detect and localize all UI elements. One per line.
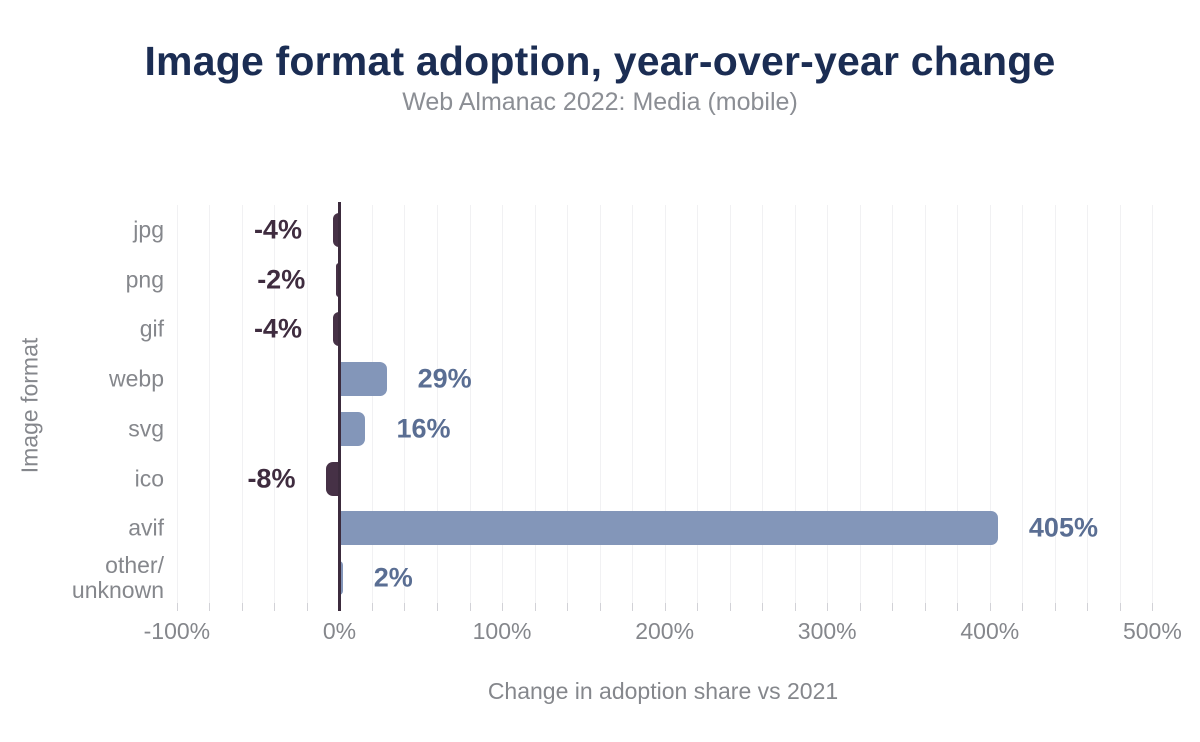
axis-tick <box>1119 603 1121 611</box>
axis-tick <box>664 603 666 611</box>
axis-tick <box>924 603 926 611</box>
value-label-webp: 29% <box>417 363 472 394</box>
axis-tick <box>437 603 438 611</box>
axis-tick <box>469 603 471 611</box>
x-tick-label: -100% <box>143 618 211 644</box>
value-label-avif: 405% <box>1028 512 1098 543</box>
gridline <box>1054 205 1056 603</box>
axis-tick <box>794 603 796 611</box>
category-label-ico: ico <box>134 465 164 492</box>
axis-tick <box>404 603 406 611</box>
axis-tick <box>762 603 764 611</box>
gridline <box>502 205 504 603</box>
axis-tick <box>306 603 308 611</box>
zero-axis-line <box>338 202 342 611</box>
gridline <box>632 205 634 603</box>
category-label-jpg: jpg <box>133 216 164 243</box>
x-tick-label: 0% <box>322 618 357 644</box>
axis-tick <box>502 603 504 611</box>
gridline <box>794 205 796 603</box>
bar-avif <box>339 511 998 546</box>
value-label-ico: -8% <box>247 463 296 494</box>
axis-tick <box>1087 603 1089 611</box>
axis-tick <box>827 603 829 611</box>
axis-tick <box>989 603 991 611</box>
axis-tick <box>729 603 731 611</box>
bar-webp <box>339 362 387 397</box>
bar-gif <box>332 312 340 347</box>
gridline <box>209 205 211 603</box>
x-tick-label: 100% <box>472 618 532 644</box>
gridline <box>437 205 438 603</box>
x-tick-label: 200% <box>635 618 695 644</box>
gridline <box>599 205 601 603</box>
category-label-gif: gif <box>139 315 164 342</box>
x-axis-title: Change in adoption share vs 2021 <box>487 678 839 704</box>
axis-tick <box>1152 603 1154 611</box>
axis-tick <box>209 603 211 611</box>
gridline <box>306 205 308 603</box>
axis-tick <box>697 603 699 611</box>
gridline <box>762 205 764 603</box>
axis-tick <box>371 603 373 611</box>
bar-png <box>336 262 340 297</box>
gridline <box>567 205 569 603</box>
gridline <box>371 205 373 603</box>
axis-tick <box>892 603 894 611</box>
axis-tick <box>632 603 634 611</box>
gridline <box>241 205 243 603</box>
gridline <box>534 205 536 603</box>
gridline <box>827 205 829 603</box>
category-label-avif: avif <box>128 514 164 541</box>
gridline <box>729 205 731 603</box>
axis-tick <box>274 603 276 611</box>
gridline <box>697 205 699 603</box>
chart-title: Image format adoption, year-over-year ch… <box>144 38 1056 84</box>
gridline <box>1152 205 1154 603</box>
axis-tick <box>176 603 178 611</box>
gridline <box>404 205 406 603</box>
gridline <box>469 205 471 603</box>
x-tick-label: 400% <box>960 618 1020 644</box>
category-label-other-unknown: other/ unknown <box>71 552 164 604</box>
value-label-other-unknown: 2% <box>373 562 413 593</box>
gridline <box>176 205 178 603</box>
x-tick-label: 500% <box>1122 618 1182 644</box>
axis-tick <box>534 603 536 611</box>
bar-jpg <box>332 212 340 247</box>
gridline <box>859 205 861 603</box>
category-label-webp: webp <box>109 365 164 392</box>
gridline <box>1119 205 1121 603</box>
gridline <box>892 205 894 603</box>
gridline <box>1022 205 1024 603</box>
gridline <box>924 205 926 603</box>
gridline <box>957 205 959 603</box>
axis-tick <box>567 603 569 611</box>
x-tick-label: 300% <box>797 618 857 644</box>
plot-area <box>172 202 1154 611</box>
category-label-png: png <box>125 266 164 293</box>
axis-tick <box>1022 603 1024 611</box>
axis-tick <box>859 603 861 611</box>
axis-tick <box>599 603 601 611</box>
bar-svg <box>339 411 366 446</box>
gridline <box>1087 205 1089 603</box>
bar-ico <box>326 461 340 496</box>
value-label-svg: 16% <box>396 413 451 444</box>
gridline <box>274 205 276 603</box>
value-label-jpg: -4% <box>253 214 302 245</box>
category-label-svg: svg <box>128 415 164 442</box>
axis-tick <box>241 603 243 611</box>
gridline <box>989 205 991 603</box>
axis-tick <box>1054 603 1056 611</box>
axis-tick <box>957 603 959 611</box>
value-label-png: -2% <box>257 264 306 295</box>
value-label-gif: -4% <box>253 313 302 344</box>
chart-subtitle: Web Almanac 2022: Media (mobile) <box>402 88 798 116</box>
gridline <box>664 205 666 603</box>
